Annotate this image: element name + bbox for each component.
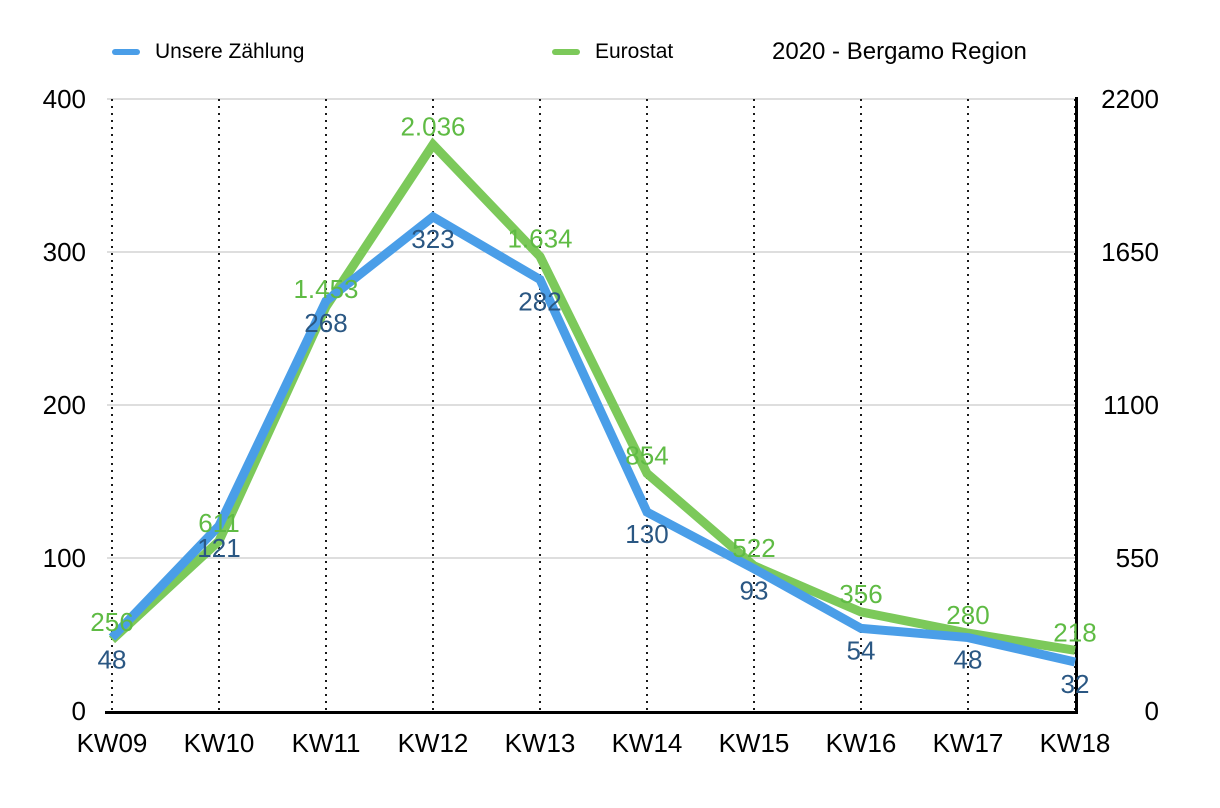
x-axis-label: KW14: [612, 728, 683, 758]
data-label-unsere-z-hlung: 48: [954, 645, 983, 675]
x-axis-label: KW10: [184, 728, 255, 758]
x-axis-label: KW16: [826, 728, 897, 758]
data-label-unsere-z-hlung: 282: [518, 287, 561, 317]
x-axis-label: KW15: [719, 728, 790, 758]
x-axis-label: KW12: [398, 728, 469, 758]
right-axis-tick-label: 550: [1116, 543, 1159, 573]
data-label-unsere-z-hlung: 121: [197, 533, 240, 563]
left-axis-tick-label: 300: [43, 237, 86, 267]
x-axis-label: KW13: [505, 728, 576, 758]
data-label-unsere-z-hlung: 32: [1061, 669, 1090, 699]
data-label-eurostat: 1.634: [507, 223, 572, 253]
left-axis-tick-label: 400: [43, 84, 86, 114]
left-axis-tick-label: 0: [72, 696, 86, 726]
chart-title: 2020 - Bergamo Region: [772, 38, 1027, 65]
legend-swatch-eurostat: [552, 49, 580, 55]
data-label-unsere-z-hlung: 54: [847, 635, 876, 665]
data-label-eurostat: 2.036: [400, 112, 465, 142]
x-axis-label: KW17: [933, 728, 1004, 758]
left-axis-tick-label: 100: [43, 543, 86, 573]
right-axis-tick-label: 1100: [1103, 390, 1159, 420]
data-label-unsere-z-hlung: 268: [304, 308, 347, 338]
right-axis-tick-label: 1650: [1101, 237, 1159, 267]
data-label-eurostat: 611: [198, 508, 239, 538]
right-axis-tick-label: 0: [1145, 696, 1159, 726]
legend-item-unsere-zaehlung: Unsere Zählung: [112, 38, 304, 66]
legend-item-eurostat: Eurostat: [552, 38, 673, 66]
series-line-unsere-z-hlung: [108, 211, 1077, 667]
x-axis-label: KW09: [77, 728, 148, 758]
series-line-eurostat: [108, 137, 1076, 655]
data-label-eurostat: 218: [1053, 617, 1096, 647]
x-axis-label: KW18: [1040, 728, 1111, 758]
data-label-unsere-z-hlung: 48: [98, 645, 127, 675]
data-label-unsere-z-hlung: 93: [740, 576, 769, 606]
data-label-eurostat: 356: [839, 579, 882, 609]
data-label-eurostat: 1.453: [293, 274, 358, 304]
data-label-eurostat: 256: [90, 607, 133, 637]
data-label-unsere-z-hlung: 323: [411, 224, 454, 254]
legend-swatch-unsere-zaehlung: [112, 49, 140, 55]
x-axis-label: KW11: [292, 728, 361, 758]
legend-label-unsere-zaehlung: Unsere Zählung: [155, 40, 305, 63]
left-axis-tick-label: 200: [43, 390, 86, 420]
data-label-eurostat: 854: [625, 440, 668, 470]
right-axis-tick-label: 2200: [1101, 84, 1159, 114]
data-label-eurostat: 280: [946, 600, 989, 630]
legend-label-eurostat: Eurostat: [595, 40, 674, 63]
data-label-eurostat: 522: [732, 533, 775, 563]
data-label-unsere-z-hlung: 130: [625, 519, 668, 549]
